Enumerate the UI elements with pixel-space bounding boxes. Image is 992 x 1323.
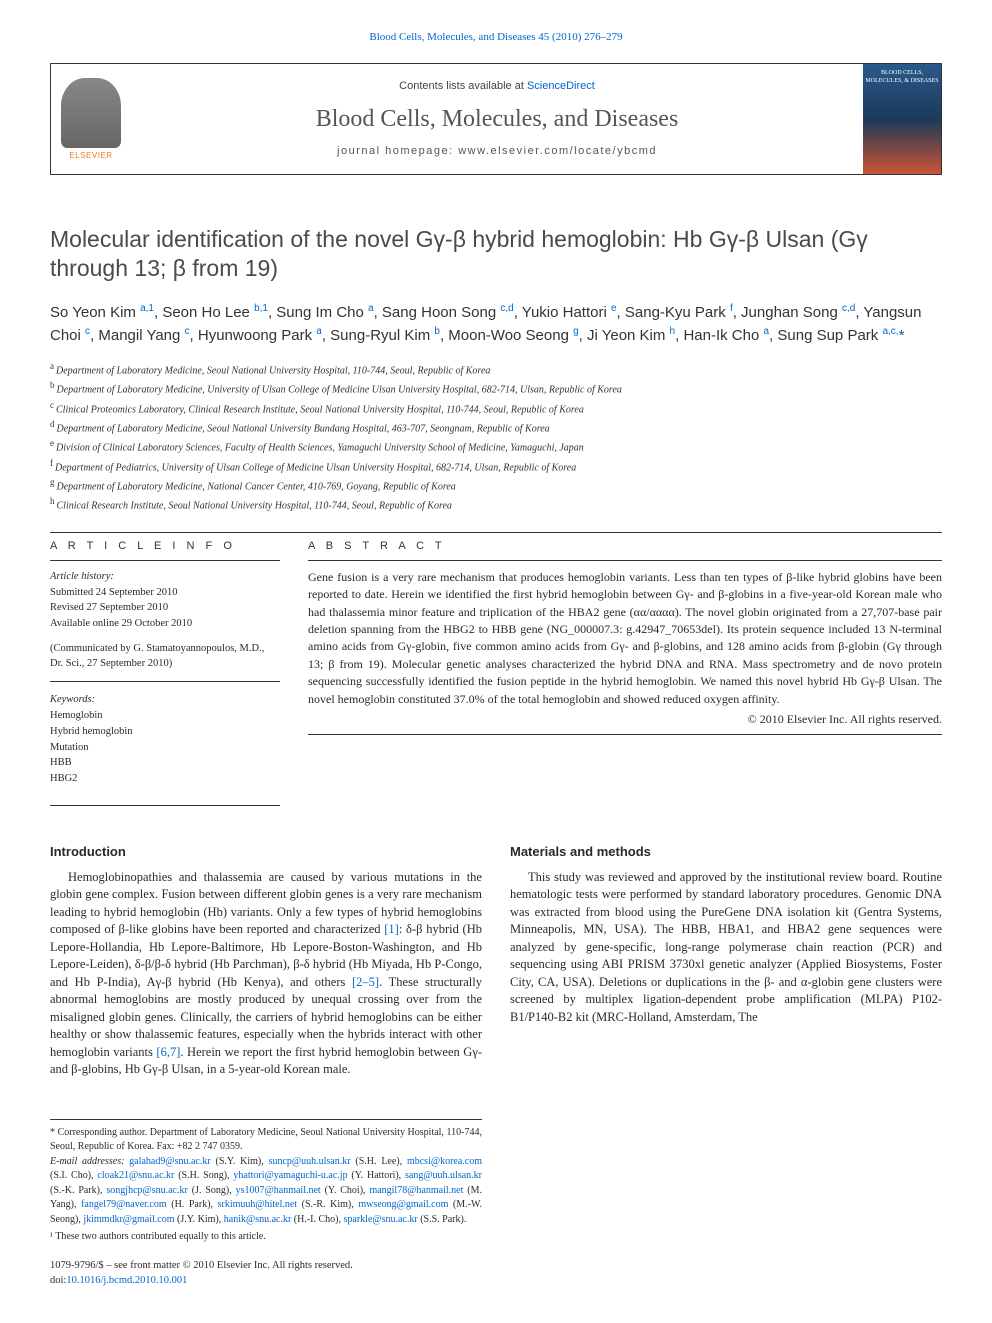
- footnotes-block: * Corresponding author. Department of La…: [50, 1119, 482, 1245]
- methods-heading: Materials and methods: [510, 843, 942, 861]
- rule-top: [50, 532, 942, 533]
- email-addresses: E-mail addresses: galahad9@snu.ac.kr (S.…: [50, 1155, 482, 1228]
- email-link[interactable]: ys1007@hanmail.net: [236, 1185, 321, 1196]
- communicated-by: (Communicated by G. Stamatoyannopoulos, …: [50, 642, 280, 671]
- footer-block: 1079-9796/$ – see front matter © 2010 El…: [50, 1259, 482, 1288]
- email-link[interactable]: mwseong@gmail.com: [358, 1199, 448, 1210]
- contents-line: Contents lists available at ScienceDirec…: [399, 79, 595, 94]
- article-title: Molecular identification of the novel Gγ…: [50, 225, 942, 283]
- article-info-panel: A R T I C L E I N F O Article history: S…: [50, 539, 280, 787]
- top-citation[interactable]: Blood Cells, Molecules, and Diseases 45 …: [50, 30, 942, 45]
- abstract-rule: [308, 560, 942, 561]
- info-rule-1: [50, 560, 280, 561]
- affiliation-item: hClinical Research Institute, Seoul Nati…: [50, 495, 942, 513]
- info-rule-bottom: [50, 805, 280, 806]
- keyword-item: Hybrid hemoglobin: [50, 724, 280, 740]
- keywords-block: Keywords: HemoglobinHybrid hemoglobinMut…: [50, 692, 280, 787]
- elsevier-tree-icon: [61, 78, 121, 148]
- abstract-copyright: © 2010 Elsevier Inc. All rights reserved…: [308, 711, 942, 728]
- contents-prefix: Contents lists available at: [399, 80, 527, 92]
- journal-title: Blood Cells, Molecules, and Diseases: [316, 103, 679, 137]
- email-link[interactable]: jkimmdkr@gmail.com: [83, 1214, 174, 1225]
- affiliation-item: fDepartment of Pediatrics, University of…: [50, 457, 942, 475]
- affiliation-item: bDepartment of Laboratory Medicine, Univ…: [50, 379, 942, 397]
- keyword-item: HBG2: [50, 771, 280, 787]
- authors-list: So Yeon Kim a,1, Seon Ho Lee b,1, Sung I…: [50, 301, 942, 348]
- header-center: Contents lists available at ScienceDirec…: [131, 64, 863, 174]
- journal-header: ELSEVIER Contents lists available at Sci…: [50, 63, 942, 175]
- intro-para-1: Hemoglobinopathies and thalassemia are c…: [50, 869, 482, 1079]
- elsevier-logo: ELSEVIER: [51, 64, 131, 174]
- email-link[interactable]: srkimuuh@hitel.net: [218, 1199, 297, 1210]
- email-link[interactable]: hanik@snu.ac.kr: [224, 1214, 292, 1225]
- affiliation-item: eDivision of Clinical Laboratory Science…: [50, 437, 942, 455]
- article-history: Article history: Submitted 24 September …: [50, 569, 280, 632]
- cover-thumb-text: BLOOD CELLS, MOLECULES, & DISEASES: [865, 70, 939, 84]
- affiliation-item: cClinical Proteomics Laboratory, Clinica…: [50, 399, 942, 417]
- doi-link[interactable]: 10.1016/j.bcmd.2010.10.001: [66, 1275, 187, 1286]
- methods-para-1: This study was reviewed and approved by …: [510, 869, 942, 1027]
- affiliation-item: dDepartment of Laboratory Medicine, Seou…: [50, 418, 942, 436]
- abstract-rule-bottom: [308, 734, 942, 735]
- keywords-label: Keywords:: [50, 692, 280, 708]
- ref-link-1[interactable]: [1]: [384, 922, 399, 936]
- affiliations-list: aDepartment of Laboratory Medicine, Seou…: [50, 360, 942, 514]
- journal-cover-thumbnail: BLOOD CELLS, MOLECULES, & DISEASES: [863, 64, 941, 174]
- ref-link-2[interactable]: [2–5]: [352, 975, 379, 989]
- homepage-url[interactable]: www.elsevier.com/locate/ybcmd: [458, 145, 657, 157]
- email-link[interactable]: fangel79@naver.com: [81, 1199, 167, 1210]
- email-link[interactable]: galahad9@snu.ac.kr: [129, 1156, 210, 1167]
- abstract-panel: A B S T R A C T Gene fusion is a very ra…: [308, 539, 942, 787]
- email-link[interactable]: suncp@uuh.ulsan.kr: [269, 1156, 351, 1167]
- homepage-line: journal homepage: www.elsevier.com/locat…: [337, 144, 657, 159]
- email-link[interactable]: mbcsi@korea.com: [407, 1156, 482, 1167]
- email-link[interactable]: cloak21@snu.ac.kr: [97, 1170, 174, 1181]
- email-link[interactable]: mangil78@hanmail.net: [369, 1185, 463, 1196]
- article-info-label: A R T I C L E I N F O: [50, 539, 280, 554]
- email-link[interactable]: sparkle@snu.ac.kr: [344, 1214, 418, 1225]
- abstract-label: A B S T R A C T: [308, 539, 942, 554]
- keyword-item: Hemoglobin: [50, 708, 280, 724]
- email-link[interactable]: songjhcp@snu.ac.kr: [106, 1185, 187, 1196]
- equal-contribution-note: ¹ These two authors contributed equally …: [50, 1230, 482, 1245]
- homepage-prefix: journal homepage:: [337, 145, 458, 157]
- email-link[interactable]: sang@uuh.ulsan.kr: [405, 1170, 482, 1181]
- affiliation-item: aDepartment of Laboratory Medicine, Seou…: [50, 360, 942, 378]
- abstract-text: Gene fusion is a very rare mechanism tha…: [308, 569, 942, 708]
- ref-link-3[interactable]: [6,7]: [156, 1045, 180, 1059]
- sciencedirect-link[interactable]: ScienceDirect: [527, 80, 595, 92]
- history-revised: Revised 27 September 2010: [50, 600, 280, 616]
- history-submitted: Submitted 24 September 2010: [50, 585, 280, 601]
- email-link[interactable]: yhattori@yamaguchi-u.ac.jp: [233, 1170, 347, 1181]
- affiliation-item: gDepartment of Laboratory Medicine, Nati…: [50, 476, 942, 494]
- keyword-item: HBB: [50, 755, 280, 771]
- keyword-item: Mutation: [50, 740, 280, 756]
- front-matter-line: 1079-9796/$ – see front matter © 2010 El…: [50, 1259, 482, 1274]
- info-rule-2: [50, 681, 280, 682]
- history-label: Article history:: [50, 569, 280, 585]
- article-body: Introduction Hemoglobinopathies and thal…: [50, 829, 942, 1289]
- elsevier-label: ELSEVIER: [69, 150, 112, 161]
- intro-heading: Introduction: [50, 843, 482, 861]
- doi-line: doi:10.1016/j.bcmd.2010.10.001: [50, 1274, 482, 1289]
- history-online: Available online 29 October 2010: [50, 616, 280, 632]
- corresponding-author-note: * Corresponding author. Department of La…: [50, 1126, 482, 1155]
